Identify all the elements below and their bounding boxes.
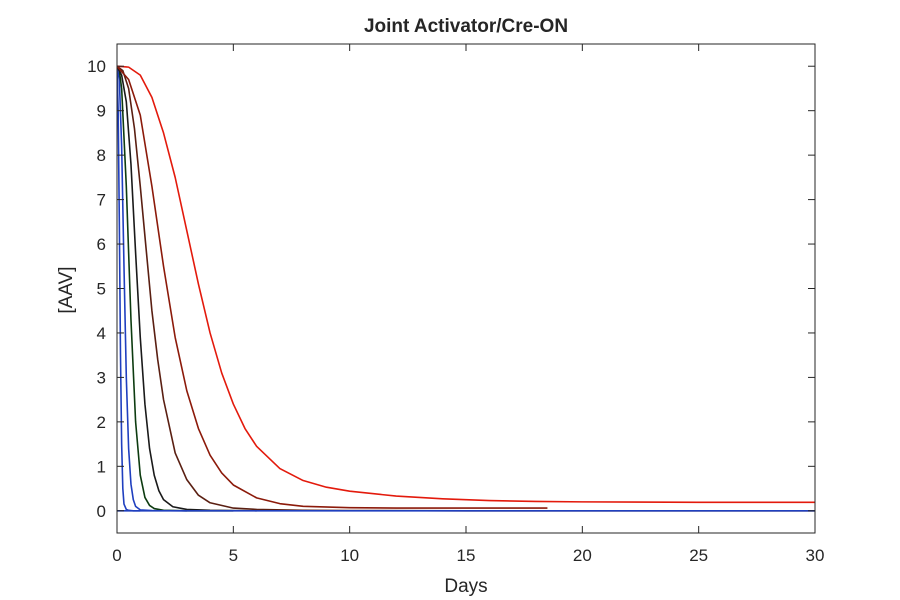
- x-tick-label: 0: [112, 546, 121, 565]
- x-tick-label: 30: [806, 546, 825, 565]
- y-tick-label: 9: [97, 102, 106, 121]
- x-axis-label: Days: [444, 576, 487, 597]
- plot-area: 0 5 10 15 20 25 30 0 1 2 3 4 5 6 7 8 9 10: [87, 43, 825, 565]
- y-tick-label: 6: [97, 235, 106, 254]
- series-line-2: [117, 66, 187, 512]
- y-tick-label: 2: [97, 413, 106, 432]
- x-tick-label: 10: [340, 546, 359, 565]
- series-line-7: [117, 65, 815, 504]
- x-tick-label: 25: [689, 546, 708, 565]
- y-tick-label: 5: [97, 280, 106, 299]
- y-tick-label: 10: [87, 57, 106, 76]
- chart-title: Joint Activator/Cre-ON: [364, 16, 568, 37]
- y-tick-label: 1: [97, 457, 106, 476]
- y-tick-label: 8: [97, 146, 106, 165]
- y-tick-label: 4: [97, 324, 106, 343]
- series-line-5: [117, 65, 815, 512]
- axes-box: [116, 43, 816, 534]
- y-axis-label: [AAV]: [56, 266, 77, 313]
- series-line-4: [117, 65, 257, 512]
- series-line-6: [117, 65, 548, 509]
- x-tick-label: 20: [573, 546, 592, 565]
- x-tick-label: 5: [229, 546, 238, 565]
- series-group: [117, 65, 815, 512]
- y-tick-label: 3: [97, 368, 106, 387]
- y-tick-label: 7: [97, 191, 106, 210]
- x-tick-label: 15: [457, 546, 476, 565]
- y-tick-label: 0: [97, 502, 106, 521]
